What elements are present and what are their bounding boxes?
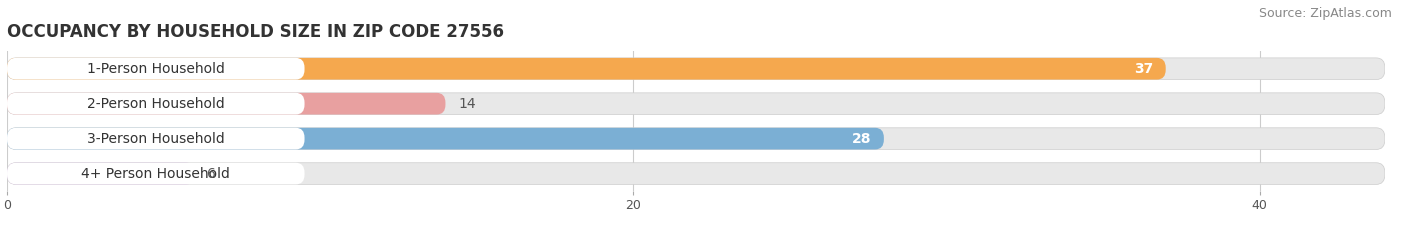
Text: 1-Person Household: 1-Person Household — [87, 62, 225, 76]
FancyBboxPatch shape — [7, 93, 305, 115]
FancyBboxPatch shape — [7, 128, 884, 150]
Text: 6: 6 — [208, 167, 217, 181]
Text: OCCUPANCY BY HOUSEHOLD SIZE IN ZIP CODE 27556: OCCUPANCY BY HOUSEHOLD SIZE IN ZIP CODE … — [7, 23, 503, 41]
Text: 14: 14 — [458, 97, 475, 111]
Text: 37: 37 — [1133, 62, 1153, 76]
FancyBboxPatch shape — [7, 58, 305, 80]
FancyBboxPatch shape — [7, 128, 1385, 150]
FancyBboxPatch shape — [7, 128, 305, 150]
FancyBboxPatch shape — [7, 163, 305, 185]
Text: 3-Person Household: 3-Person Household — [87, 132, 225, 146]
FancyBboxPatch shape — [7, 93, 446, 115]
FancyBboxPatch shape — [7, 93, 1385, 115]
FancyBboxPatch shape — [7, 58, 1385, 80]
Text: 28: 28 — [852, 132, 872, 146]
Text: 4+ Person Household: 4+ Person Household — [82, 167, 231, 181]
FancyBboxPatch shape — [7, 163, 1385, 185]
FancyBboxPatch shape — [7, 163, 195, 185]
Text: 2-Person Household: 2-Person Household — [87, 97, 225, 111]
FancyBboxPatch shape — [7, 58, 1166, 80]
Text: Source: ZipAtlas.com: Source: ZipAtlas.com — [1258, 7, 1392, 20]
